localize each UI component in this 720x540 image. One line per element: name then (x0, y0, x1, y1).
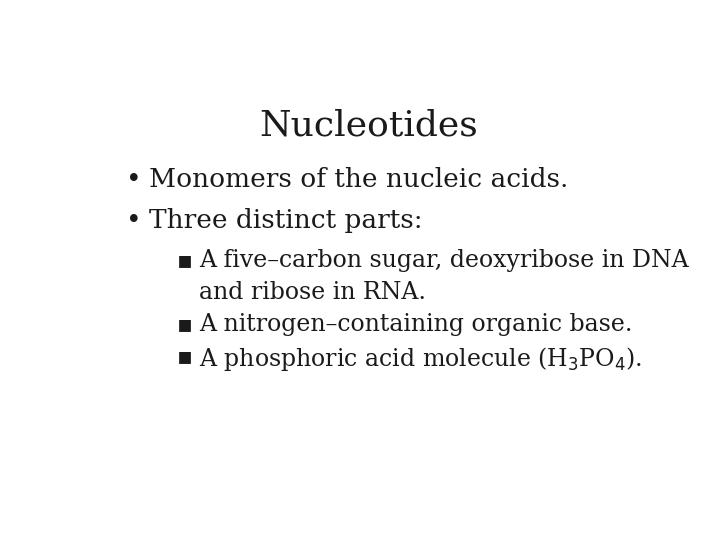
Text: A phosphoric acid molecule (H$_3$PO$_4$).: A phosphoric acid molecule (H$_3$PO$_4$)… (199, 346, 642, 374)
Text: A five–carbon sugar, deoxyribose in DNA: A five–carbon sugar, deoxyribose in DNA (199, 248, 688, 272)
Text: Nucleotides: Nucleotides (260, 109, 478, 143)
Text: Monomers of the nucleic acids.: Monomers of the nucleic acids. (148, 167, 568, 192)
Text: A nitrogen–containing organic base.: A nitrogen–containing organic base. (199, 313, 632, 336)
Text: Three distinct parts:: Three distinct parts: (148, 208, 422, 233)
Text: ▪: ▪ (176, 248, 192, 272)
Text: and ribose in RNA.: and ribose in RNA. (199, 281, 426, 304)
Text: ▪: ▪ (176, 313, 192, 336)
Text: ▪: ▪ (176, 346, 192, 368)
Text: •: • (126, 208, 142, 233)
Text: •: • (126, 167, 142, 192)
